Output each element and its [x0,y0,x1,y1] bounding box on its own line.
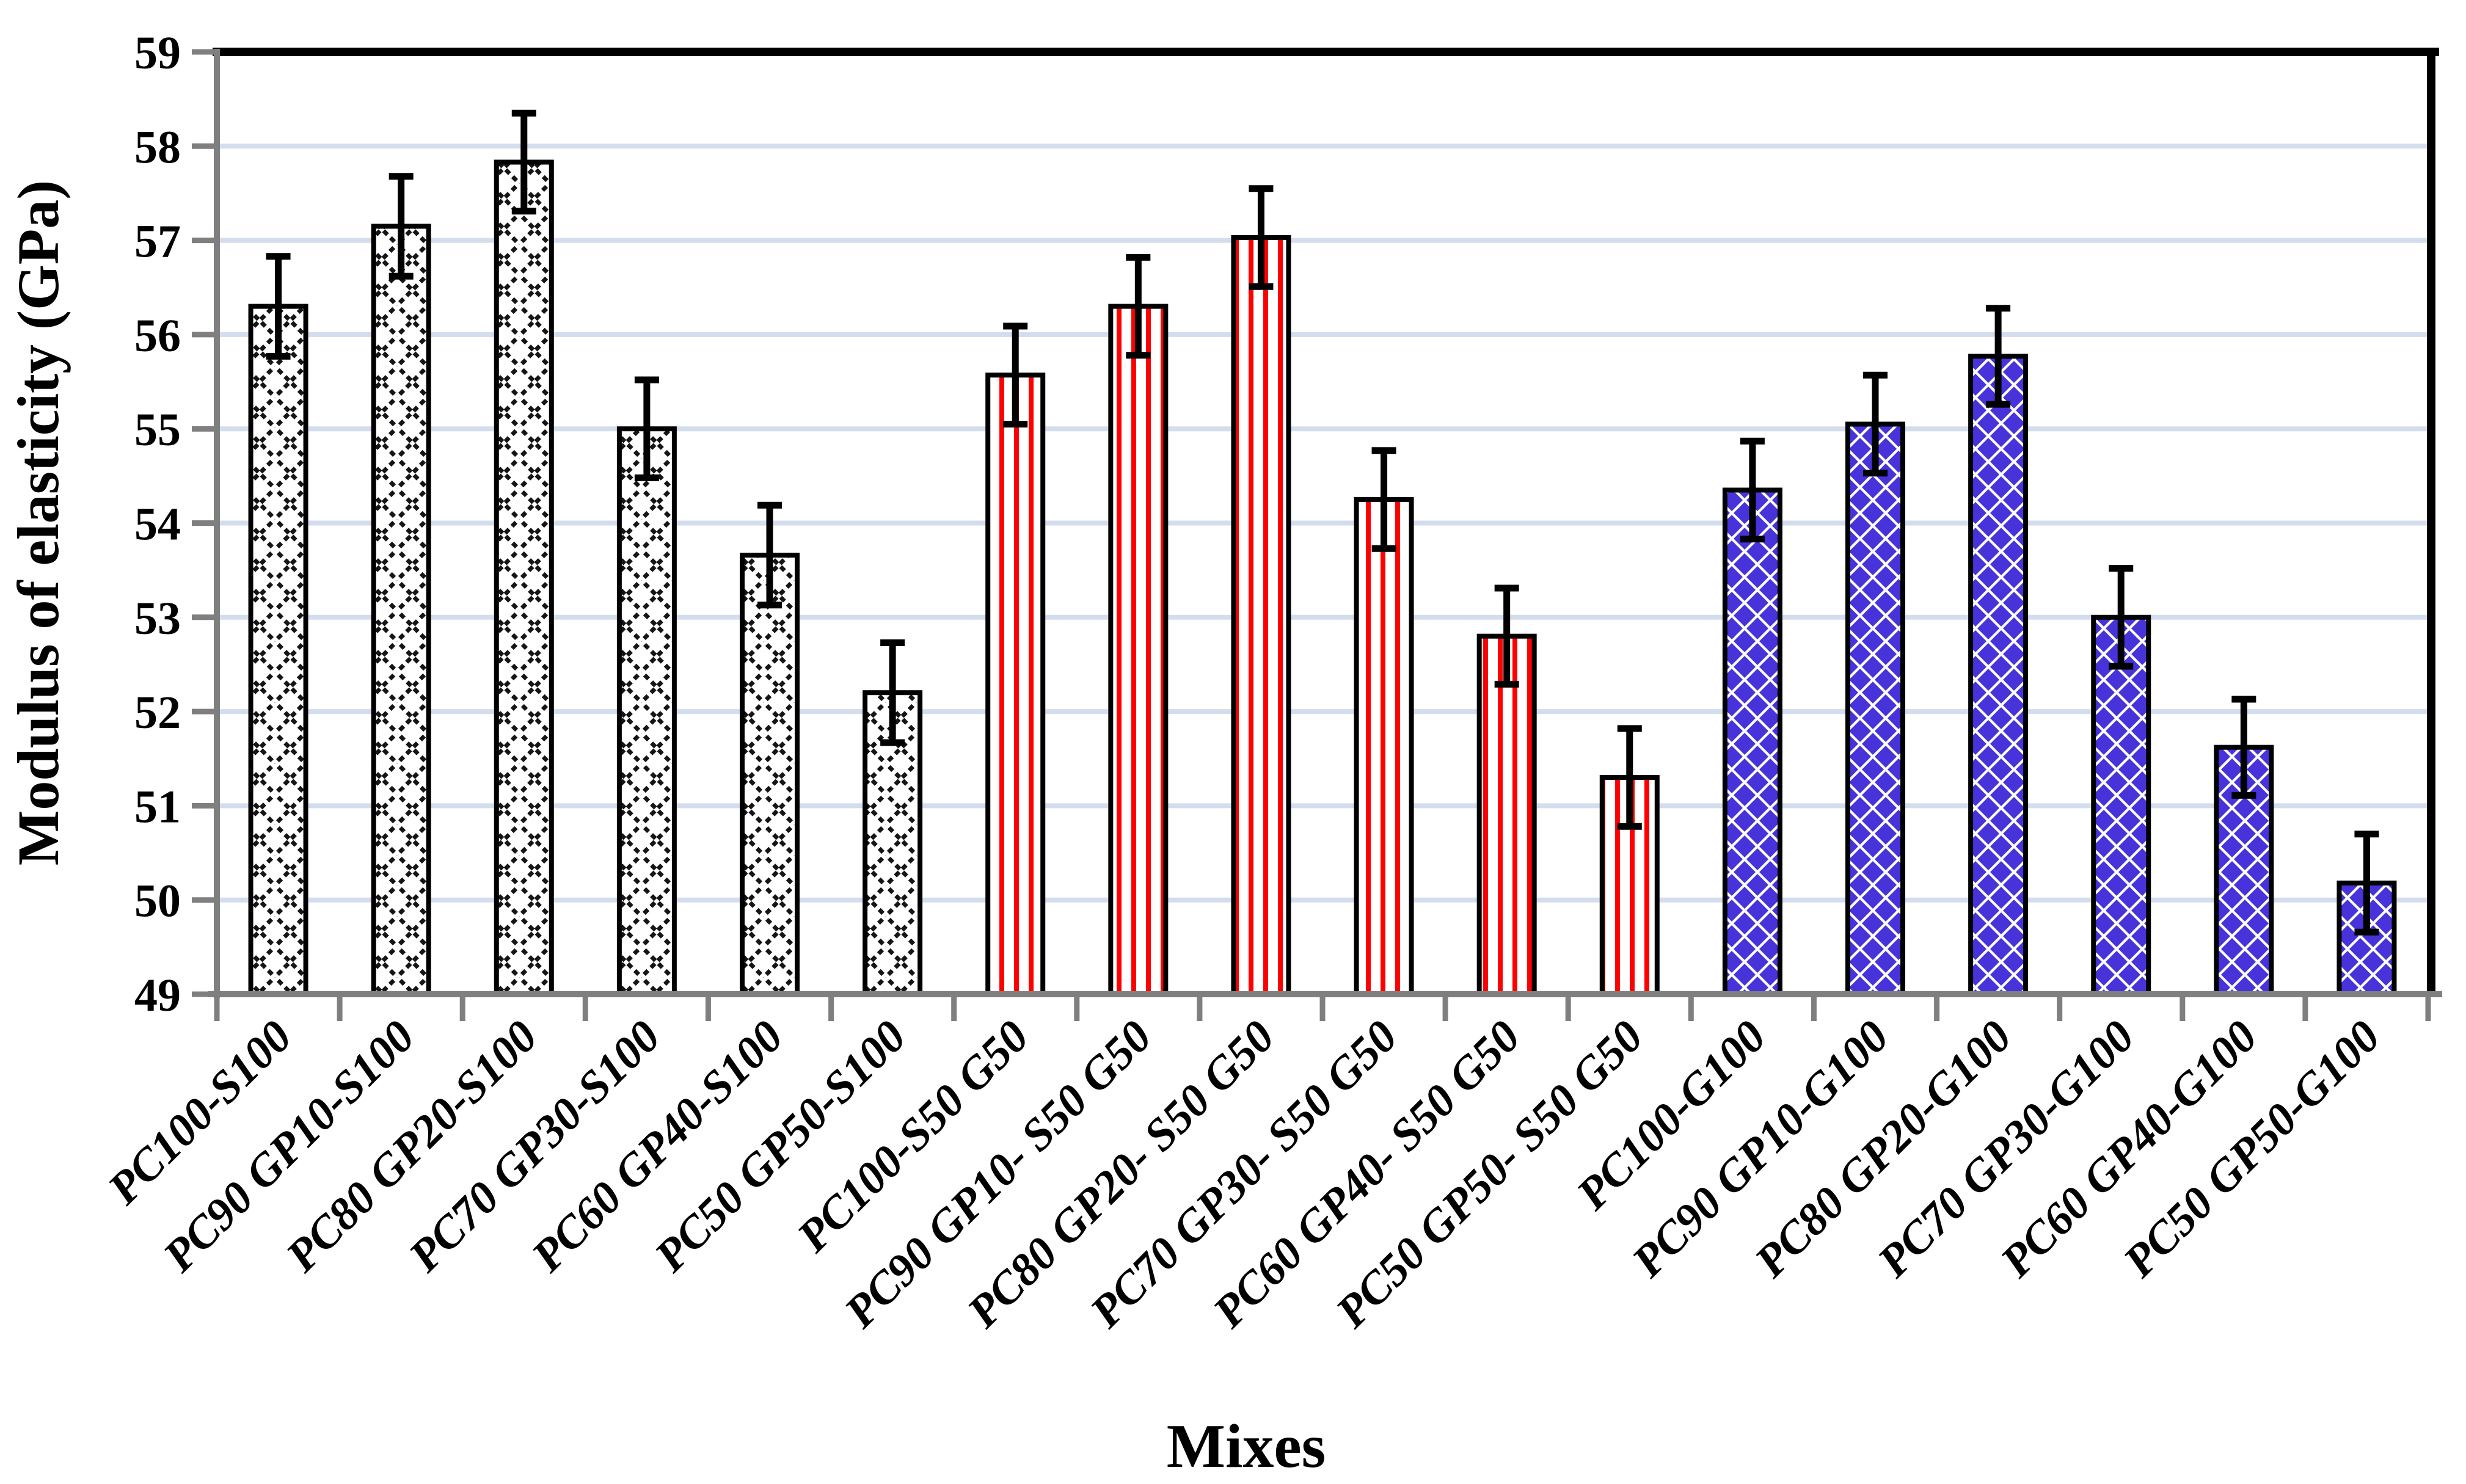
error-bar [1126,253,1151,359]
error-bar [1863,371,1888,477]
error-bar [1740,437,1765,543]
error-bar [2231,696,2256,799]
error-bar [1986,305,2011,408]
y-tick-label: 53 [134,593,181,644]
error-bar [389,173,414,280]
bar [1476,633,1537,997]
x-axis-title: Mixes [1167,1412,1326,1481]
bar [1968,354,2029,997]
error-bar [1617,725,1642,830]
bar [494,159,554,997]
error-bar [1494,584,1519,688]
y-tick-label: 54 [134,499,181,550]
bar [371,224,431,997]
error-bar [1249,185,1274,290]
bar [616,426,677,997]
error-bar [880,639,905,746]
error-bar [757,501,782,609]
y-tick-label: 57 [134,216,181,267]
bar [740,553,800,997]
bar [248,304,308,997]
error-bar [2109,565,2134,670]
y-tick-label: 55 [134,404,181,456]
bar [1845,421,1905,997]
bar [1722,487,1782,997]
y-tick-label: 51 [134,781,181,832]
error-bar [2354,831,2379,936]
y-axis-title: Modulus of elasticity (GPa) [5,180,71,866]
y-tick-label: 52 [134,687,181,738]
bar [1231,235,1291,997]
error-bar [1003,322,1028,427]
bar [2091,614,2151,997]
bar [985,373,1046,997]
y-tick-label: 49 [134,970,181,1021]
y-tick-label: 50 [134,876,181,927]
y-tick-label: 56 [134,310,181,362]
bar [1354,496,1414,997]
error-bar [634,376,659,481]
error-bar [1371,447,1396,552]
error-bar [511,109,536,215]
y-tick-label: 59 [134,27,181,79]
bar [1108,304,1169,997]
y-tick-label: 58 [134,122,181,173]
error-bar [266,253,291,360]
